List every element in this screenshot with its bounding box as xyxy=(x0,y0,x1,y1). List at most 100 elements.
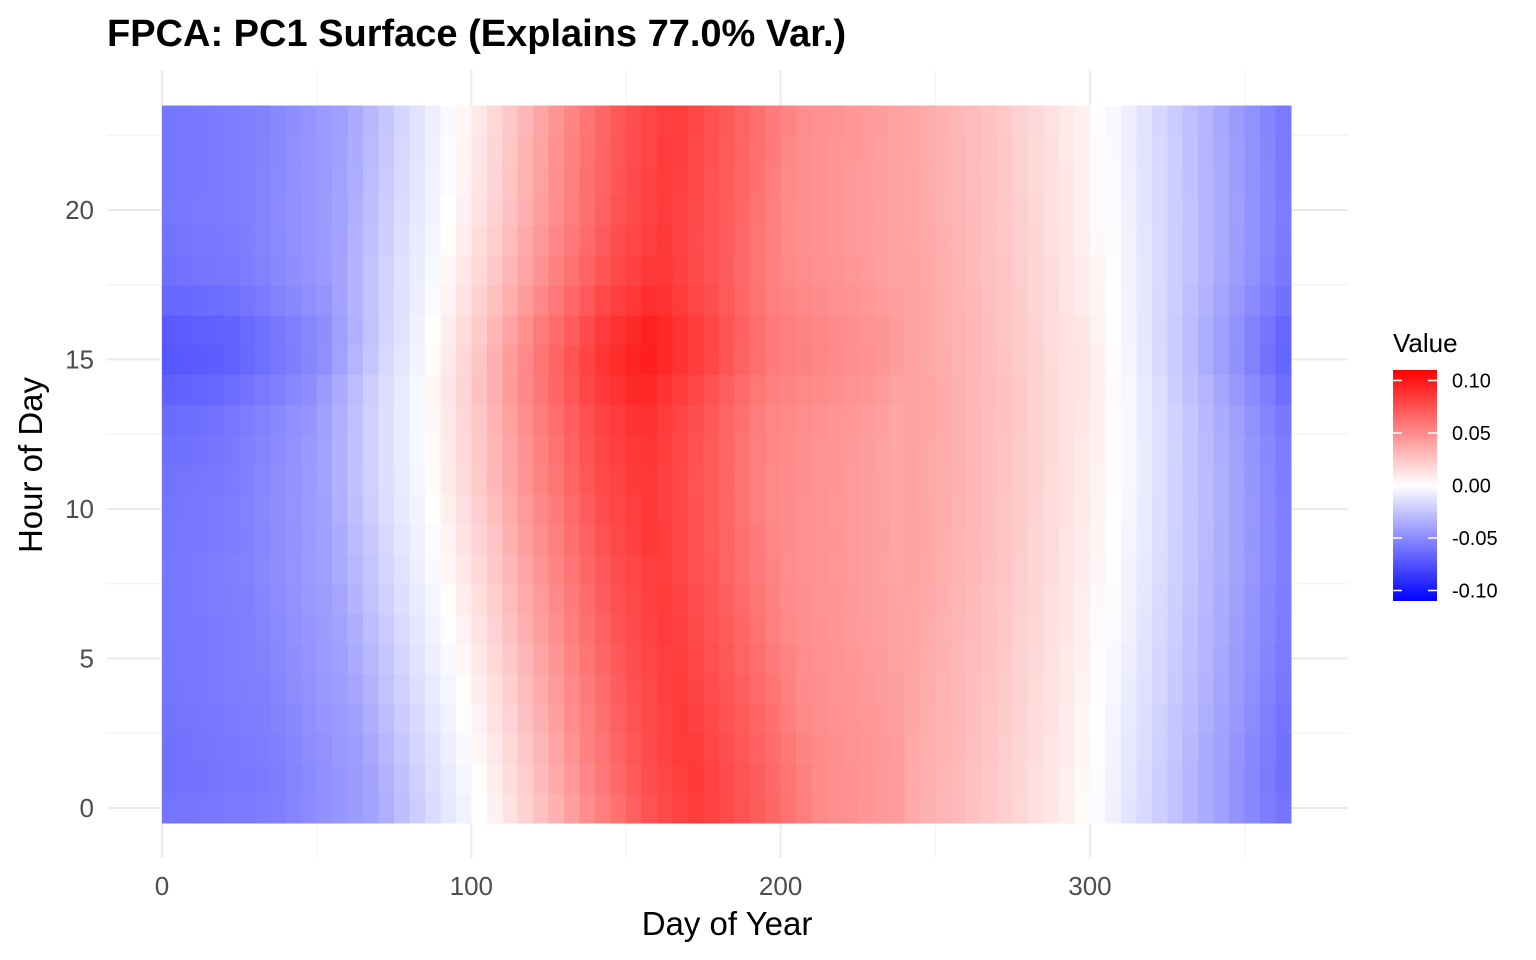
heatmap-cell xyxy=(981,284,998,316)
heatmap-cell xyxy=(595,165,612,196)
heatmap-cell xyxy=(780,374,797,405)
heatmap-cell xyxy=(997,195,1014,226)
heatmap-cell xyxy=(950,284,967,316)
heatmap-cell xyxy=(270,195,287,226)
heatmap-cell xyxy=(192,613,209,645)
heatmap-cell xyxy=(873,195,890,226)
heatmap-cell xyxy=(904,643,921,675)
heatmap-cell xyxy=(548,135,565,166)
heatmap-cell xyxy=(873,135,890,166)
heatmap-cell xyxy=(1136,314,1153,346)
heatmap-cell xyxy=(223,135,240,166)
heatmap-cell xyxy=(1059,135,1076,166)
heatmap-cell xyxy=(935,314,952,346)
heatmap-cell xyxy=(1198,793,1215,824)
heatmap-cell xyxy=(780,673,797,704)
heatmap-cell xyxy=(595,703,612,734)
heatmap-cell xyxy=(301,224,318,256)
heatmap-cell xyxy=(1012,404,1029,435)
heatmap-cell xyxy=(1136,344,1153,376)
heatmap-cell xyxy=(904,254,921,286)
heatmap-cell xyxy=(548,344,565,376)
heatmap-cell xyxy=(440,195,457,226)
heatmap-cell xyxy=(1198,224,1215,256)
heatmap-cell xyxy=(1043,793,1060,824)
heatmap-cell xyxy=(254,404,271,435)
heatmap-cell xyxy=(780,434,797,465)
heatmap-cell xyxy=(1089,793,1107,824)
heatmap-cell xyxy=(440,374,457,405)
heatmap-cell xyxy=(440,404,457,435)
heatmap-cell xyxy=(641,613,658,645)
heatmap-cell xyxy=(363,135,380,166)
heatmap-cell xyxy=(162,494,179,525)
heatmap-cell xyxy=(1167,763,1184,794)
heatmap-cell xyxy=(981,224,998,256)
heatmap-cell xyxy=(625,434,643,465)
heatmap-cell xyxy=(579,404,596,435)
heatmap-cell xyxy=(1136,763,1153,794)
heatmap-cell xyxy=(796,195,813,226)
heatmap-cell xyxy=(378,135,395,166)
heatmap-cell xyxy=(718,613,735,645)
heatmap-cell xyxy=(1136,404,1153,435)
heatmap-cell xyxy=(363,583,380,615)
heatmap-cell xyxy=(270,763,287,794)
heatmap-cell xyxy=(564,793,581,824)
heatmap-cell xyxy=(424,404,441,435)
heatmap-cell xyxy=(656,404,673,435)
heatmap-cell xyxy=(610,613,627,645)
heatmap-cell xyxy=(1198,553,1215,585)
heatmap-cell xyxy=(1074,494,1091,525)
heatmap-cell xyxy=(1105,135,1122,166)
heatmap-cell xyxy=(533,613,550,645)
heatmap-cell xyxy=(904,763,921,794)
heatmap-cell xyxy=(734,793,751,824)
heatmap-cell xyxy=(1151,494,1168,525)
heatmap-cell xyxy=(765,224,782,256)
heatmap-cell xyxy=(734,254,751,286)
heatmap-cell xyxy=(873,344,890,376)
heatmap-cell xyxy=(378,224,395,256)
heatmap-cell xyxy=(301,643,318,675)
heatmap-cell xyxy=(316,464,333,495)
heatmap-cell xyxy=(177,733,194,764)
heatmap-cell xyxy=(579,523,596,555)
heatmap-cell xyxy=(595,344,612,376)
heatmap-cell xyxy=(1182,553,1199,585)
heatmap-cell xyxy=(1229,703,1246,734)
heatmap-cell xyxy=(1151,643,1168,675)
heatmap-cell xyxy=(625,523,643,555)
heatmap-cell xyxy=(888,583,905,615)
heatmap-cell xyxy=(919,673,936,704)
heatmap-cell xyxy=(1213,165,1230,196)
heatmap-cell xyxy=(656,284,673,316)
heatmap-cell xyxy=(997,224,1014,256)
heatmap-cell xyxy=(332,763,349,794)
heatmap-cell xyxy=(981,793,998,824)
x-tick-label: 300 xyxy=(1068,871,1111,901)
heatmap-cell xyxy=(966,374,983,405)
heatmap-cell xyxy=(796,314,813,346)
heatmap-cell xyxy=(471,224,488,256)
heatmap-cell xyxy=(363,793,380,824)
heatmap-cell xyxy=(981,254,998,286)
heatmap-cell xyxy=(687,553,704,585)
heatmap-cell xyxy=(1213,583,1230,615)
heatmap-cell xyxy=(455,583,472,615)
heatmap-cell xyxy=(564,583,581,615)
heatmap-cell xyxy=(734,135,751,166)
heatmap-cell xyxy=(687,464,704,495)
heatmap-cell xyxy=(687,673,704,704)
heatmap-cell xyxy=(672,793,689,824)
heatmap-cell xyxy=(888,374,905,405)
heatmap-cell xyxy=(1012,374,1029,405)
heatmap-cell xyxy=(811,553,828,585)
heatmap-cell xyxy=(734,284,751,316)
heatmap-cell xyxy=(796,374,813,405)
heatmap-cell xyxy=(378,314,395,346)
heatmap-cell xyxy=(1012,733,1029,764)
heatmap-cell xyxy=(1260,613,1277,645)
heatmap-cell xyxy=(1059,553,1076,585)
heatmap-cell xyxy=(1275,673,1292,704)
